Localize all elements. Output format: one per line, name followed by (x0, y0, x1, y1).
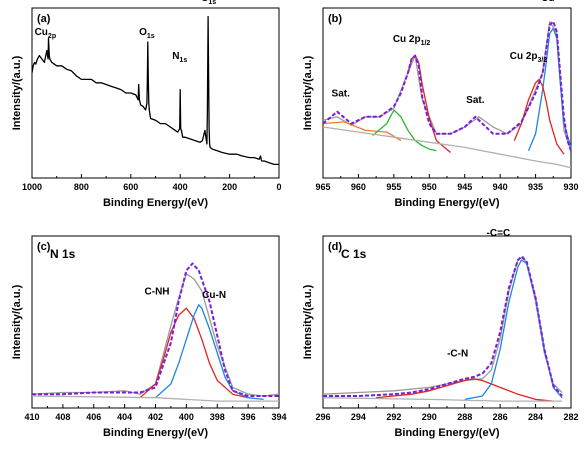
x-tick-label: 400 (173, 182, 188, 192)
series-line-2 (322, 121, 402, 142)
x-tick-label: 296 (315, 412, 330, 422)
plot-frame (31, 7, 280, 179)
series-line-5 (32, 262, 279, 397)
panel-2: (b) 965 960 955 950 945 940 935 930 Binding Energ… (302, 0, 579, 209)
series-line-3 (155, 304, 264, 401)
plot-frame (322, 235, 572, 409)
x-tick-label: 398 (210, 412, 225, 422)
annotation-2: O1s (139, 27, 155, 40)
series-line-2 (376, 378, 554, 402)
x-tick-label: 288 (457, 412, 472, 422)
annotation-1: -C-N (447, 348, 468, 359)
x-axis-label: Binding Energy/(eV) (394, 197, 499, 209)
panel-1: (a) 1000 800 600 400 200 0 Binding Energy/(eV) I… (11, 0, 282, 209)
x-tick-label: 955 (386, 182, 401, 192)
series-line-1 (322, 255, 563, 395)
x-tick-label: 396 (241, 412, 256, 422)
panel-title: N 1s (50, 247, 76, 261)
annotation-2: -C=C (487, 228, 511, 239)
y-axis-label: Intensity/(a.u.) (11, 55, 23, 130)
x-tick-label: 965 (315, 182, 330, 192)
x-tick-label: 400 (179, 412, 194, 422)
x-tick-label: 410 (24, 412, 39, 422)
x-tick-label: 404 (117, 412, 132, 422)
x-axis-label: Binding Energy/(eV) (103, 197, 208, 209)
annotation-4: C1s (201, 0, 216, 6)
series-line-8 (322, 20, 572, 152)
x-tick-label: 945 (457, 182, 472, 192)
x-tick-label: 286 (493, 412, 508, 422)
x-tick-label: 935 (528, 182, 543, 192)
panel-label: (c) (37, 241, 51, 253)
annotation-3: N1s (172, 51, 187, 64)
series-line-5 (527, 27, 572, 152)
x-axis-label: Binding Energy/(eV) (103, 427, 208, 439)
series-line-6 (513, 78, 565, 155)
panel-3: (c) N 1s 410 408 406 404 402 400 398 396 394 Bindin… (11, 235, 287, 439)
x-tick-label: 284 (528, 412, 543, 422)
annotation-1: Sat. (332, 88, 351, 99)
x-tick-label: 960 (351, 182, 366, 192)
series-line-5 (323, 255, 563, 397)
x-tick-label: 402 (148, 412, 163, 422)
annotation-5: Cu0 (541, 0, 558, 4)
x-tick-label: 200 (222, 182, 237, 192)
x-tick-label: 0 (276, 182, 281, 192)
series-line-4 (407, 54, 451, 153)
annotation-1: C-NH (145, 286, 170, 297)
panel-4: (d)C 1s 296 294 292 290 288 286 284 282 Binding E… (302, 228, 579, 439)
x-tick-label: 600 (123, 182, 138, 192)
panel-label: (d) (328, 241, 342, 253)
series-line-4 (322, 397, 563, 402)
x-axis-label: Binding Energy/(eV) (394, 427, 499, 439)
x-tick-label: 950 (422, 182, 437, 192)
series-line-4 (31, 395, 279, 402)
annotation-2: Cu 2p1/2 (393, 34, 431, 47)
annotation-2: Cu-N (202, 290, 226, 301)
annotation-3: Sat. (466, 95, 485, 106)
y-axis-label: Intensity/(a.u.) (11, 284, 23, 359)
series-line-1 (31, 15, 279, 166)
series-line-3 (372, 109, 437, 152)
panel-label: (a) (37, 13, 51, 25)
y-axis-label: Intensity/(a.u.) (302, 55, 314, 130)
annotation-4: Cu 2p3/2 (510, 51, 548, 64)
x-tick-label: 800 (74, 182, 89, 192)
x-tick-label: 408 (55, 412, 70, 422)
x-tick-label: 930 (563, 182, 578, 192)
x-tick-label: 394 (271, 412, 286, 422)
panel-label: (b) (328, 13, 342, 25)
x-tick-label: 1000 (22, 182, 42, 192)
series-line-7 (322, 126, 572, 169)
x-tick-label: 292 (386, 412, 401, 422)
x-tick-label: 290 (422, 412, 437, 422)
panel-title: C 1s (341, 247, 367, 261)
annotation-1: Cu2p (35, 27, 57, 40)
series-line-2 (139, 307, 249, 399)
x-tick-label: 940 (493, 182, 508, 192)
x-tick-label: 294 (351, 412, 366, 422)
x-tick-label: 282 (563, 412, 578, 422)
y-axis-label: Intensity/(a.u.) (302, 284, 314, 359)
x-tick-label: 406 (86, 412, 101, 422)
